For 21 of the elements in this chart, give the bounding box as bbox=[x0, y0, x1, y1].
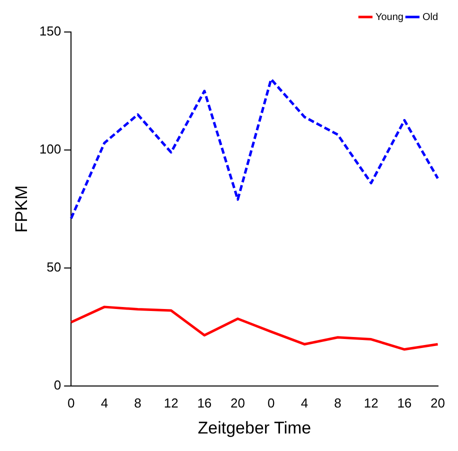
y-axis-title: FPKM bbox=[12, 185, 31, 233]
x-tick-label: 0 bbox=[67, 395, 75, 410]
x-tick-label: 16 bbox=[197, 395, 212, 410]
line-series bbox=[70, 78, 440, 220]
y-tick-label: 150 bbox=[39, 24, 62, 39]
x-axis-title: Zeitgeber Time bbox=[198, 418, 312, 438]
x-tick-label: 12 bbox=[164, 395, 178, 410]
x-tick-label: 8 bbox=[334, 395, 342, 410]
x-tick-label: 12 bbox=[364, 395, 378, 410]
x-tick-label: 20 bbox=[230, 395, 245, 410]
y-tick-label: 100 bbox=[39, 142, 62, 157]
x-tick-label: 16 bbox=[397, 395, 412, 410]
legend-label: Young bbox=[375, 12, 404, 23]
y-tick-label: 50 bbox=[46, 260, 62, 275]
x-tick-label: 4 bbox=[100, 395, 108, 410]
x-tick-label: 0 bbox=[267, 395, 275, 410]
x-tick-label: 20 bbox=[430, 395, 446, 410]
x-tick-label: 8 bbox=[134, 395, 142, 410]
legend-label: Old bbox=[422, 12, 438, 23]
y-tick-label: 0 bbox=[54, 378, 62, 393]
x-tick-label: 4 bbox=[300, 395, 308, 410]
